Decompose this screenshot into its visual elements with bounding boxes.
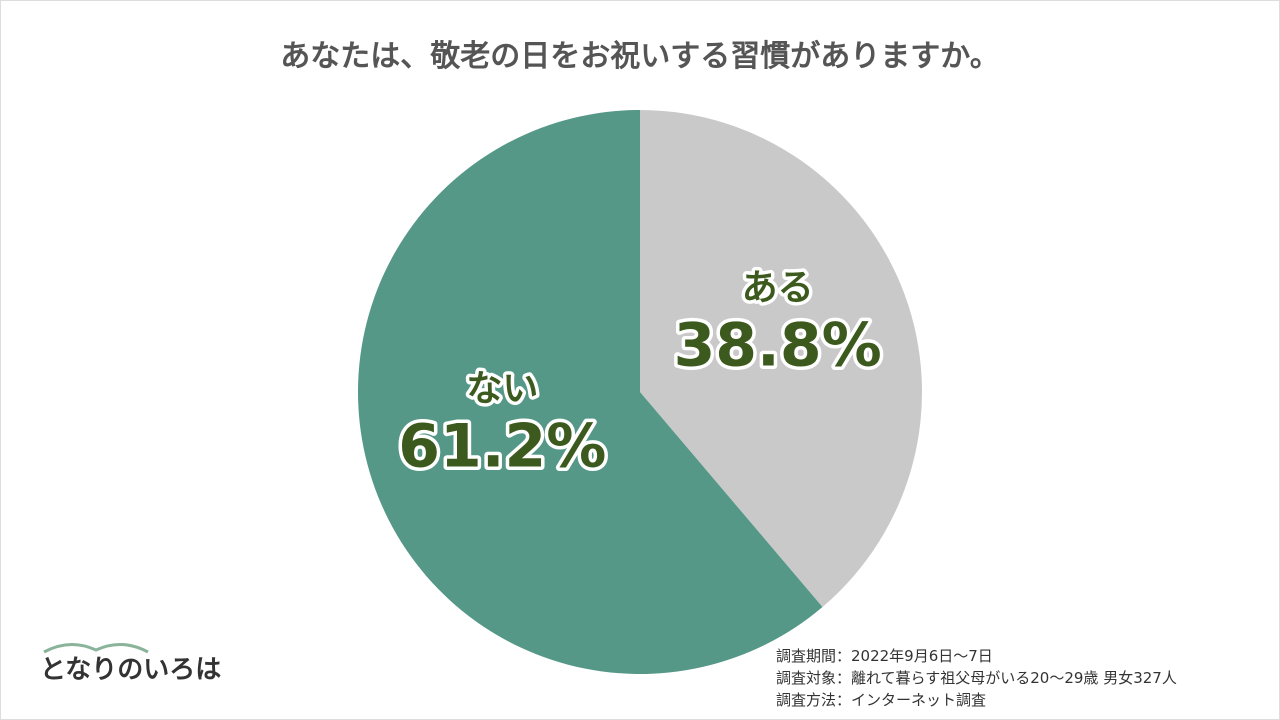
logo: となりのいろは <box>40 643 221 685</box>
slice-label: ない <box>466 369 538 410</box>
footnote: 調査対象：離れて暮らす祖父母がいる20～29歳 男女327人 <box>776 669 1177 687</box>
footnote: 調査期間：2022年9月6日～7日 <box>776 647 993 665</box>
footnote: 調査方法：インターネット調査 <box>776 691 986 709</box>
pie-slice <box>357 110 823 674</box>
data-label: 38.8% <box>674 310 882 380</box>
data-label: 61.2% <box>398 412 606 482</box>
chart-title: あなたは、敬老の日をお祝いする習慣がありますか。 <box>280 39 999 74</box>
pie-slice <box>640 110 922 608</box>
slice-label: ある <box>742 267 814 308</box>
logo-arc <box>43 643 149 654</box>
logo-text: となりのいろは <box>40 655 221 685</box>
